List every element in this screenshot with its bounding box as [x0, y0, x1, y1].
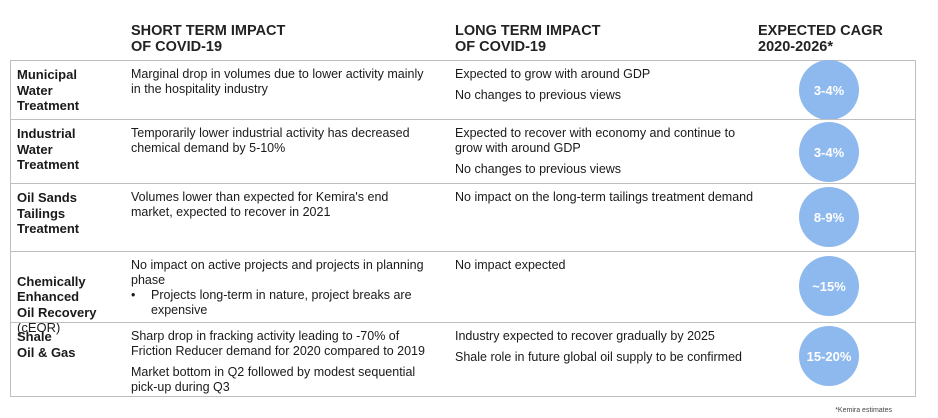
long-term-text: Expected to recover with economy and con…: [455, 126, 736, 155]
bullet-text: Projects long-term in nature, project br…: [151, 288, 412, 317]
table-row: Shale Oil & Gas Sharp drop in fracking a…: [11, 322, 915, 397]
table-row: Industrial Water Treatment Temporarily l…: [11, 119, 915, 184]
long-term-cell: Expected to recover with economy and con…: [455, 126, 755, 177]
long-term-cell: Expected to grow with around GDP No chan…: [455, 67, 755, 103]
header-short-term: SHORT TERM IMPACT OF COVID-19: [131, 23, 286, 55]
cagr-badge: 8-9%: [799, 187, 859, 247]
table-row: Municipal Water Treatment Marginal drop …: [11, 60, 915, 120]
bullet-marker: •: [131, 288, 136, 302]
short-term-text: Temporarily lower industrial activity ha…: [131, 126, 410, 155]
bullet-item: • Projects long-term in nature, project …: [131, 288, 431, 318]
category-label: Industrial Water Treatment: [17, 126, 80, 172]
short-term-cell: Sharp drop in fracking activity leading …: [131, 329, 431, 395]
cagr-badge: ~15%: [799, 256, 859, 316]
footnote: *Kemira estimates: [835, 407, 892, 414]
short-term-text: Volumes lower than expected for Kemira's…: [131, 190, 389, 219]
impact-table: Municipal Water Treatment Marginal drop …: [10, 60, 916, 397]
short-term-cell: Temporarily lower industrial activity ha…: [131, 126, 431, 156]
short-term-cell: Volumes lower than expected for Kemira's…: [131, 190, 431, 220]
long-term-text: Expected to grow with around GDP: [455, 67, 651, 81]
long-term-cell: No impact expected: [455, 258, 755, 273]
table-row: Chemically Enhanced Oil Recovery (cEOR) …: [11, 251, 915, 335]
category-label: Oil Sands Tailings Treatment: [17, 190, 80, 236]
long-term-text: No impact on the long-term tailings trea…: [455, 190, 754, 204]
cagr-badge: 15-20%: [799, 326, 859, 386]
short-term-text: Sharp drop in fracking activity leading …: [131, 329, 425, 358]
long-term-cell: Industry expected to recover gradually b…: [455, 329, 755, 365]
short-term-text: No impact on active projects and project…: [131, 258, 424, 287]
header-long-term: LONG TERM IMPACT OF COVID-19: [455, 23, 601, 55]
cagr-badge: 3-4%: [799, 60, 859, 120]
header-cagr: EXPECTED CAGR 2020-2026*: [758, 23, 883, 55]
short-term-cell: Marginal drop in volumes due to lower ac…: [131, 67, 431, 97]
category-label: Chemically Enhanced Oil Recovery (cEOR): [17, 258, 97, 351]
long-term-text: Shale role in future global oil supply t…: [455, 350, 742, 364]
short-term-cell: No impact on active projects and project…: [131, 258, 431, 318]
table-row: Oil Sands Tailings Treatment Volumes low…: [11, 183, 915, 252]
long-term-text: No impact expected: [455, 258, 566, 272]
long-term-text: No changes to previous views: [455, 162, 622, 176]
category-name: Chemically Enhanced Oil Recovery: [17, 273, 97, 320]
short-term-text: Marginal drop in volumes due to lower ac…: [131, 67, 424, 96]
category-label: Shale Oil & Gas: [17, 329, 76, 360]
cagr-badge: 3-4%: [799, 122, 859, 182]
long-term-text: Industry expected to recover gradually b…: [455, 329, 715, 343]
long-term-text: No changes to previous views: [455, 88, 622, 102]
short-term-text: Market bottom in Q2 followed by modest s…: [131, 365, 416, 394]
category-abbreviation: (cEOR): [17, 320, 61, 335]
long-term-cell: No impact on the long-term tailings trea…: [455, 190, 755, 205]
category-label: Municipal Water Treatment: [17, 67, 80, 113]
